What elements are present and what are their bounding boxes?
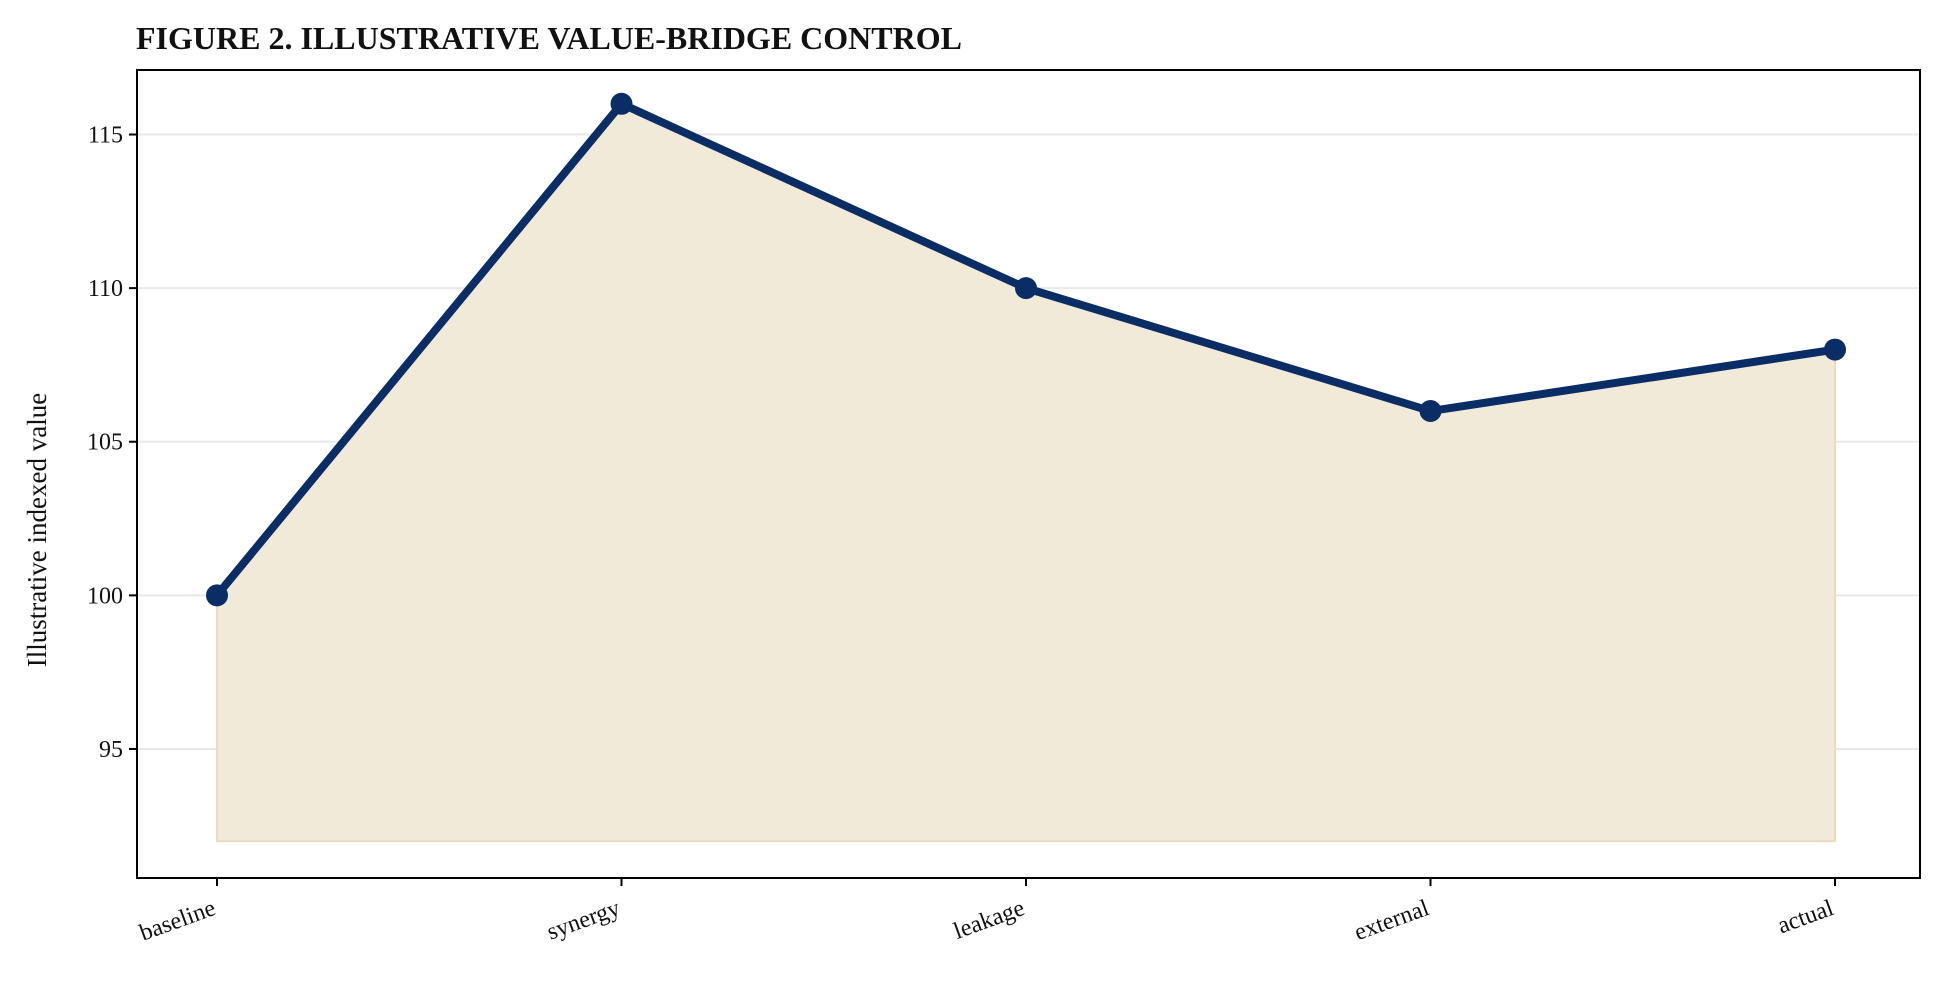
- data-points-layer: [206, 92, 1846, 607]
- x-tick-label-synergy: synergy: [544, 895, 624, 945]
- plot-frame: [136, 69, 1921, 879]
- y-axis-ticks: 95 100 105 110 115: [87, 123, 137, 763]
- area-fill-layer: [216, 102, 1836, 843]
- y-axis-label: Illustrative indexed value: [22, 393, 52, 667]
- y-tick-label-100: 100: [87, 583, 123, 609]
- x-tick-label-baseline: baseline: [136, 895, 219, 946]
- axes-frame: [136, 69, 1921, 879]
- data-point-leakage: [1015, 277, 1037, 300]
- data-point-synergy: [610, 92, 633, 115]
- data-point-external: [1419, 400, 1442, 423]
- y-tick-label-95: 95: [99, 737, 123, 763]
- y-tick-label-115: 115: [88, 123, 123, 149]
- y-tick-label-105: 105: [87, 430, 123, 456]
- data-point-baseline: [206, 584, 228, 607]
- area-fill: [216, 102, 1836, 843]
- chart-title: FIGURE 2. ILLUSTRATIVE VALUE-BRIDGE CONT…: [136, 20, 962, 56]
- x-tick-label-actual: actual: [1774, 895, 1837, 939]
- x-axis-ticks: baseline synergy leakage external actual: [136, 878, 1837, 947]
- y-tick-label-110: 110: [88, 276, 123, 302]
- data-point-actual: [1824, 338, 1846, 361]
- x-tick-label-external: external: [1351, 895, 1433, 946]
- x-tick-label-leakage: leakage: [950, 895, 1028, 944]
